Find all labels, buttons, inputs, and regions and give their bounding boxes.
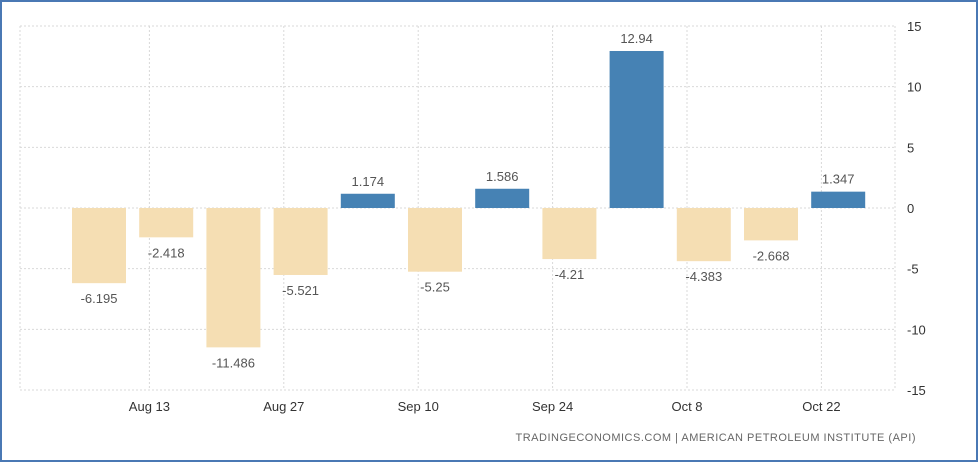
x-axis: Aug 13 Aug 27 Sep 10 Sep 24 Oct 8 Oct 22 [129,399,841,414]
y-tick-label: -10 [907,322,926,337]
bar [744,208,798,241]
data-label: -5.521 [282,283,319,298]
bar [206,208,261,348]
data-label: -6.195 [81,291,118,306]
bars [72,50,866,348]
y-tick-label: 10 [907,80,921,95]
y-tick-label: -15 [907,383,926,398]
y-tick-label: -5 [907,262,919,277]
x-tick-label: Aug 13 [129,399,170,414]
bar [72,208,126,284]
x-tick-label: Sep 10 [398,399,439,414]
bar [408,208,462,272]
data-label: 1.347 [822,172,855,187]
source-attribution: TRADINGECONOMICS.COM | AMERICAN PETROLEU… [515,432,916,444]
data-label: 12.94 [620,31,653,46]
y-axis: 15 10 5 0 -5 -10 -15 [907,19,926,398]
x-tick-label: Aug 27 [263,399,304,414]
y-tick-label: 0 [907,201,914,216]
y-tick-label: 15 [907,19,921,34]
data-label: -11.486 [212,355,255,370]
y-tick-label: 5 [907,140,914,155]
data-label: -4.383 [685,269,722,284]
data-label: 1.174 [352,174,385,189]
bar [609,50,664,209]
bar [811,191,866,208]
bar [340,193,395,208]
data-label: 1.586 [486,169,519,184]
value-labels: -6.195 -2.418 -11.486 -5.521 1.174 -5.25 1.586… [81,31,855,370]
bar [475,188,530,208]
data-label: -2.668 [753,248,790,263]
bar [273,208,328,275]
x-tick-label: Sep 24 [532,399,573,414]
data-label: -5.25 [420,280,450,295]
bar [542,208,597,260]
x-tick-label: Oct 22 [802,399,840,414]
x-tick-label: Oct 8 [671,399,702,414]
bar [139,208,194,238]
data-label: -4.21 [555,267,585,282]
bar [676,208,731,262]
data-label: -2.418 [148,245,185,260]
